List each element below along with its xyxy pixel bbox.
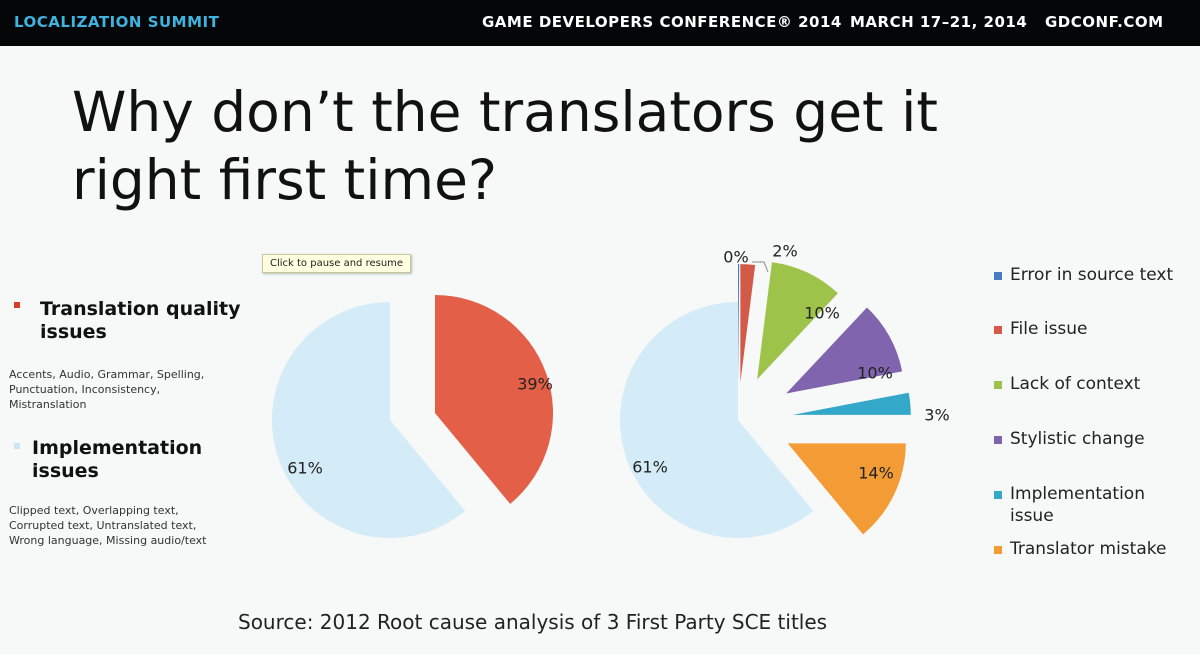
translation-quality-desc-line-3: Mistranslation — [9, 398, 87, 411]
pie2-label-error-in-source-text: 0% — [723, 248, 748, 267]
pie2-slice-implementation-issue — [792, 392, 911, 415]
translation-quality-desc-line-1: Accents, Audio, Grammar, Spelling, — [9, 368, 205, 381]
pie1-label-implementation-issues: 61% — [287, 459, 323, 478]
zero-percent-leader-line — [752, 261, 769, 273]
legend-label: File issue — [1010, 319, 1088, 339]
pause-tooltip: Click to pause and resume — [262, 254, 412, 273]
legend-label: Lack of context — [1010, 374, 1141, 394]
legend-swatch — [994, 272, 1002, 280]
pie2-label-translator-mistake: 14% — [858, 464, 894, 483]
translation-quality-heading-line-1: Translation quality — [40, 298, 241, 320]
pie2-slice-file-issue — [740, 264, 756, 383]
legend-swatch — [994, 436, 1002, 444]
legend-label-line-1: Implementation — [1010, 484, 1145, 504]
pie1-slice-implementation-issues — [272, 302, 466, 538]
conference-site: GDCONF.COM — [1045, 13, 1164, 31]
translation-quality-description: Accents, Audio, Grammar, Spelling, Punct… — [9, 367, 204, 412]
slide-title: Why don’t the translators get it right f… — [72, 78, 1072, 214]
pie1-label-translation-quality-issues: 39% — [517, 375, 553, 394]
implementation-marker — [14, 443, 20, 449]
pie2-label-implementation-issue: 3% — [924, 406, 949, 425]
implementation-heading-line-1: Implementation — [32, 437, 203, 459]
legend-label: Error in source text — [1010, 265, 1174, 285]
slide-title-line-1: Why don’t the translators get it — [72, 80, 938, 144]
pie2-label-stylistic-change: 10% — [857, 364, 893, 383]
implementation-desc-line-2: Corrupted text, Untranslated text, — [9, 519, 197, 532]
pie2-label-lack-of-context: 10% — [804, 304, 840, 323]
legend-label: Translator mistake — [1010, 539, 1167, 559]
conference-banner: LOCALIZATION SUMMIT GAME DEVELOPERS CONF… — [0, 0, 1200, 46]
legend-swatch — [994, 326, 1002, 334]
pie2-slice-stylistic-change — [786, 307, 903, 394]
translation-quality-desc-line-2: Punctuation, Inconsistency, — [9, 383, 161, 396]
pie2-slice-remaining — [620, 302, 814, 538]
pie2-slice-error-in-source-text — [738, 264, 740, 382]
translation-quality-heading: Translation quality issues — [40, 298, 240, 344]
implementation-desc-line-1: Clipped text, Overlapping text, — [9, 504, 179, 517]
implementation-description: Clipped text, Overlapping text, Corrupte… — [9, 503, 206, 548]
legend-swatch — [994, 546, 1002, 554]
legend-label: Implementation issue — [1010, 483, 1200, 527]
event-name: LOCALIZATION SUMMIT — [14, 13, 220, 31]
conference-name: GAME DEVELOPERS CONFERENCE® 2014 — [482, 13, 842, 31]
translation-quality-marker — [14, 302, 20, 308]
translation-quality-heading-line-2: issues — [40, 321, 107, 343]
implementation-desc-line-3: Wrong language, Missing audio/text — [9, 534, 207, 547]
legend-swatch — [994, 381, 1002, 389]
legend-label-line-2: issue — [1010, 506, 1054, 526]
conference-dates: MARCH 17–21, 2014 — [850, 13, 1028, 31]
pie2-slice-translator-mistake — [787, 443, 906, 535]
pie1-slice-translation-quality-issues — [435, 295, 553, 504]
legend-swatch — [994, 491, 1002, 499]
implementation-heading: Implementation issues — [32, 437, 202, 483]
source-caption: Source: 2012 Root cause analysis of 3 Fi… — [238, 610, 828, 634]
pie2-slice-lack-of-context — [757, 262, 838, 380]
slide-title-line-2: right first time? — [72, 148, 498, 212]
legend-label: Stylistic change — [1010, 429, 1145, 449]
pie2-label-remaining: 61% — [632, 458, 668, 477]
implementation-heading-line-2: issues — [32, 460, 99, 482]
pie2-label-file-issue: 2% — [772, 242, 797, 261]
